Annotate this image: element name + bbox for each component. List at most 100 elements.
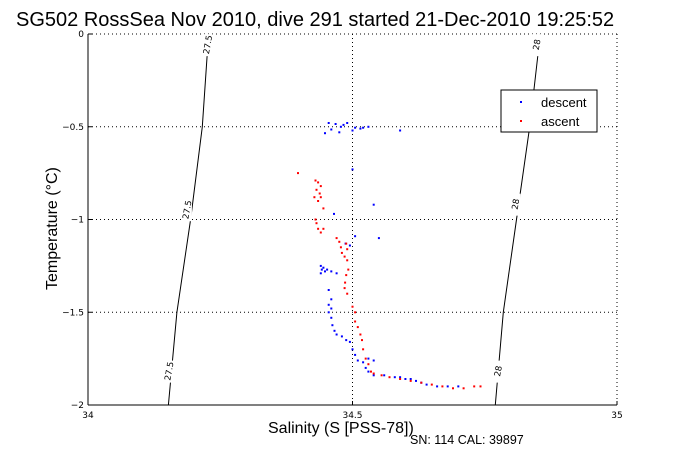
- descent-point: [362, 126, 365, 129]
- descent-point: [346, 122, 349, 124]
- legend-box: [500, 89, 598, 133]
- ascent-point: [347, 268, 350, 271]
- ascent-point: [359, 333, 362, 336]
- descent-point: [348, 340, 351, 343]
- contour-label-bg: [181, 199, 192, 222]
- ascent-point: [314, 179, 317, 182]
- ascent-point: [344, 281, 347, 284]
- descent-point: [367, 370, 370, 373]
- serial-calibration-footer: SN: 114 CAL: 39897: [410, 433, 524, 447]
- descent-point: [359, 127, 362, 130]
- ascent-point: [354, 320, 357, 323]
- descent-point: [330, 270, 333, 273]
- ascent-point: [367, 363, 370, 366]
- descent-point: [330, 316, 333, 319]
- y-tick-label: −0.5: [62, 123, 84, 133]
- ascent-point: [317, 181, 320, 184]
- descent-point: [425, 383, 428, 386]
- data-points: [297, 122, 482, 390]
- x-tick-label: 34: [82, 411, 94, 421]
- legend: descent ascent: [500, 89, 598, 133]
- contour-label-bg: [492, 360, 503, 383]
- contour-label-bg: [163, 360, 174, 383]
- y-tick-label: −1: [71, 216, 84, 226]
- ascent-point: [351, 305, 354, 308]
- descent-point: [335, 272, 338, 275]
- ascent-point: [479, 385, 482, 388]
- descent-point: [367, 357, 370, 360]
- contour-label: 27.5: [163, 361, 176, 381]
- descent-point: [319, 272, 322, 275]
- descent-point: [362, 361, 365, 364]
- descent-point: [330, 128, 333, 131]
- contour-label-bg: [531, 34, 542, 57]
- legend-marker-ascent: [520, 120, 522, 122]
- ascent-point: [356, 326, 359, 329]
- ascent-point: [452, 387, 454, 390]
- ascent-point: [338, 240, 341, 243]
- ascent-point: [313, 196, 316, 199]
- ascent-point: [362, 348, 365, 351]
- descent-point: [324, 132, 326, 135]
- descent-point: [367, 125, 370, 128]
- descent-point: [404, 378, 407, 380]
- ascent-point: [317, 200, 320, 202]
- descent-point: [372, 359, 375, 362]
- descent-point: [356, 359, 359, 362]
- descent-point: [330, 307, 333, 310]
- ascent-point: [339, 246, 342, 249]
- descent-point: [327, 311, 330, 314]
- y-tick-label: 0: [78, 30, 84, 40]
- descent-point: [345, 339, 348, 342]
- descent-point: [327, 122, 330, 124]
- descent-point: [354, 235, 357, 238]
- ascent-point: [409, 379, 412, 382]
- ascent-point: [462, 387, 465, 390]
- legend-marker-descent: [520, 101, 522, 103]
- ascent-point: [340, 251, 343, 254]
- contour-label: 28: [532, 39, 544, 51]
- ascent-point: [346, 248, 349, 251]
- ascent-point: [322, 207, 325, 210]
- ascent-point: [380, 374, 383, 377]
- contour-label: 27.5: [202, 35, 215, 55]
- ascent-point: [318, 192, 321, 195]
- ascent-point: [317, 227, 320, 230]
- descent-point: [377, 237, 380, 240]
- x-tick-label: 35: [611, 411, 622, 421]
- descent-point: [372, 374, 375, 377]
- legend-label-descent: descent: [541, 95, 587, 110]
- descent-point: [327, 289, 330, 291]
- density-contours: 27.5 27.5 27.5 28 28 28: [163, 33, 544, 406]
- ascent-point: [343, 255, 346, 258]
- y-tick-label: −2: [71, 401, 84, 411]
- descent-point: [342, 123, 345, 126]
- legend-label-ascent: ascent: [541, 114, 580, 129]
- descent-point: [399, 129, 402, 132]
- ascent-point: [354, 311, 357, 314]
- ascent-point: [370, 370, 372, 373]
- descent-point: [415, 379, 417, 382]
- x-tick-label: 34.5: [342, 411, 362, 421]
- ascent-point: [319, 231, 322, 234]
- descent-point: [399, 376, 402, 379]
- ascent-point: [315, 188, 318, 191]
- descent-point: [351, 168, 354, 171]
- descent-point: [335, 333, 338, 336]
- descent-point: [324, 270, 326, 273]
- descent-point: [334, 123, 337, 125]
- ascent-point: [430, 383, 433, 386]
- descent-point: [331, 324, 334, 327]
- contour-label: 28: [493, 365, 505, 377]
- ascent-point: [345, 274, 348, 277]
- ascent-point: [420, 381, 423, 384]
- tick-labels: 34 34.5 35 0 −0.5 −1 −1.5 −2: [62, 30, 623, 421]
- ascent-point: [364, 357, 367, 360]
- ascent-point: [314, 218, 317, 221]
- descent-point: [383, 374, 386, 377]
- descent-point: [319, 264, 322, 267]
- ascent-point: [346, 259, 349, 262]
- ascent-point: [388, 376, 391, 379]
- descent-point: [354, 353, 357, 356]
- y-axis-label: Temperature (°C): [44, 167, 61, 290]
